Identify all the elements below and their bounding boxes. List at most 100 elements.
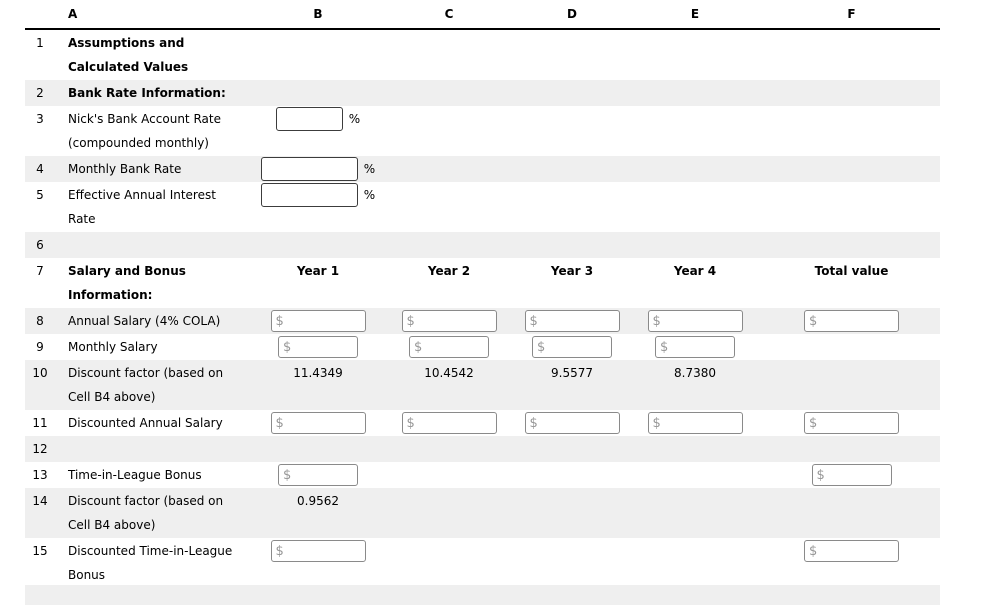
label-line: Salary and Bonus: [68, 264, 186, 278]
league-bonus-input[interactable]: [278, 464, 358, 486]
year2-header: Year 2: [381, 259, 517, 308]
sheet-row-14: 14 Discount factor (based on Cell B4 abo…: [25, 488, 940, 538]
discount-factor-year3-value: 9.5577: [551, 366, 593, 380]
row-number: 13: [32, 468, 48, 482]
monthly-salary-year2-input[interactable]: [409, 336, 489, 358]
row-label: Discounted Time-in-League Bonus: [55, 539, 255, 587]
monthly-bank-rate-input[interactable]: [260, 157, 358, 181]
spreadsheet: A B C D E F 1 Assumptions and Calculated…: [25, 0, 940, 605]
label-line: Rate: [68, 212, 96, 226]
column-header-row: A B C D E F: [25, 0, 940, 30]
year4-header: Year 4: [627, 259, 763, 308]
discounted-salary-year3-input[interactable]: [524, 412, 620, 434]
cell-e8: [627, 309, 763, 334]
discount-factor-year4-value: 8.7380: [674, 366, 716, 380]
label-line: Discounted Annual Salary: [68, 416, 223, 430]
label-line: Cell B4 above): [68, 518, 156, 532]
annual-salary-year2-input[interactable]: [401, 310, 497, 332]
cell-b3: %: [255, 107, 381, 156]
column-header-c: C: [444, 7, 454, 21]
total-value-header-text: Total value: [814, 264, 889, 278]
monthly-salary-year1-input[interactable]: [278, 336, 358, 358]
row-label: Discount factor (based on Cell B4 above): [55, 489, 255, 538]
column-header-f: F: [847, 7, 856, 21]
row-number: 15: [32, 544, 48, 558]
row-label: Bank Rate Information:: [55, 81, 255, 106]
bank-account-rate-input[interactable]: [275, 107, 343, 131]
cell-b5: %: [255, 183, 381, 232]
discounted-salary-year1-input[interactable]: [270, 412, 366, 434]
year3-header-text: Year 3: [550, 264, 594, 278]
row-number: 8: [36, 314, 44, 328]
label-line: Cell B4 above): [68, 390, 156, 404]
row-number: 14: [32, 494, 48, 508]
league-bonus-total-input[interactable]: [811, 464, 892, 486]
label-line: Monthly Bank Rate: [68, 162, 182, 176]
column-header-a: A: [68, 7, 78, 21]
label-line: Annual Salary (4% COLA): [68, 314, 221, 328]
sheet-row-5: 5 Effective Annual Interest Rate %: [25, 182, 940, 232]
label-line: Discounted Time-in-League: [68, 544, 233, 558]
row-number: 4: [36, 162, 44, 176]
cell-b13: [255, 463, 381, 488]
label-line: Nick's Bank Account Rate: [68, 112, 221, 126]
discounted-salary-year4-input[interactable]: [647, 412, 743, 434]
row-label: Time-in-League Bonus: [55, 463, 255, 488]
label-line: Bank Rate Information:: [68, 86, 226, 100]
label-line: Monthly Salary: [68, 340, 158, 354]
monthly-salary-year3-input[interactable]: [532, 336, 612, 358]
label-line: Discount factor (based on: [68, 494, 224, 508]
cell-d9: [517, 335, 627, 360]
sheet-row-1: 1 Assumptions and Calculated Values: [25, 30, 940, 80]
row-number: 2: [36, 86, 44, 100]
discounted-salary-total-input[interactable]: [804, 412, 899, 434]
sheet-row-3: 3 Nick's Bank Account Rate (compounded m…: [25, 106, 940, 156]
row-number: 6: [36, 238, 44, 252]
row-number: 1: [36, 36, 44, 50]
sheet-row-2: 2 Bank Rate Information:: [25, 80, 940, 106]
cell-b4: %: [255, 157, 381, 182]
column-header-b: B: [313, 7, 323, 21]
annual-salary-total-input[interactable]: [804, 310, 899, 332]
effective-annual-rate-input[interactable]: [260, 183, 358, 207]
column-header-e: E: [690, 7, 700, 21]
percent-suffix: %: [363, 188, 376, 202]
row-number: 5: [36, 188, 44, 202]
year1-header-text: Year 1: [296, 264, 340, 278]
cell-f8: [763, 309, 940, 334]
row-label: Monthly Salary: [55, 335, 255, 360]
bonus-discount-factor-value: 0.9562: [297, 494, 339, 508]
cell-f15: [763, 539, 940, 587]
cell-b15: [255, 539, 381, 587]
cell-c9: [381, 335, 517, 360]
annual-salary-year1-input[interactable]: [270, 310, 366, 332]
sheet-row-16-partial: [25, 585, 940, 605]
row-label: Monthly Bank Rate: [55, 157, 255, 182]
discount-factor-year3: 9.5577: [517, 361, 627, 410]
annual-salary-year4-input[interactable]: [647, 310, 743, 332]
sheet-row-6: 6: [25, 232, 940, 258]
row-number: 11: [32, 416, 48, 430]
row-number: 10: [32, 366, 48, 380]
row-number: 3: [36, 112, 44, 126]
monthly-salary-year4-input[interactable]: [655, 336, 735, 358]
label-line: Information:: [68, 288, 153, 302]
row-label: Assumptions and Calculated Values: [55, 31, 255, 80]
label-line: (compounded monthly): [68, 136, 209, 150]
row-label: Discount factor (based on Cell B4 above): [55, 361, 255, 410]
cell-c11: [381, 411, 517, 436]
sheet-row-7: 7 Salary and Bonus Information: Year 1 Y…: [25, 258, 940, 308]
annual-salary-year3-input[interactable]: [524, 310, 620, 332]
row-label: Salary and Bonus Information:: [55, 259, 255, 308]
discounted-salary-year2-input[interactable]: [401, 412, 497, 434]
total-value-header: Total value: [763, 259, 940, 308]
cell-d8: [517, 309, 627, 334]
cell-e11: [627, 411, 763, 436]
discounted-bonus-total-input[interactable]: [804, 540, 899, 562]
discounted-bonus-input[interactable]: [270, 540, 366, 562]
discount-factor-year1-value: 11.4349: [293, 366, 343, 380]
label-line: Effective Annual Interest: [68, 188, 216, 202]
cell-b8: [255, 309, 381, 334]
discount-factor-year1: 11.4349: [255, 361, 381, 410]
row-label: Annual Salary (4% COLA): [55, 309, 255, 334]
